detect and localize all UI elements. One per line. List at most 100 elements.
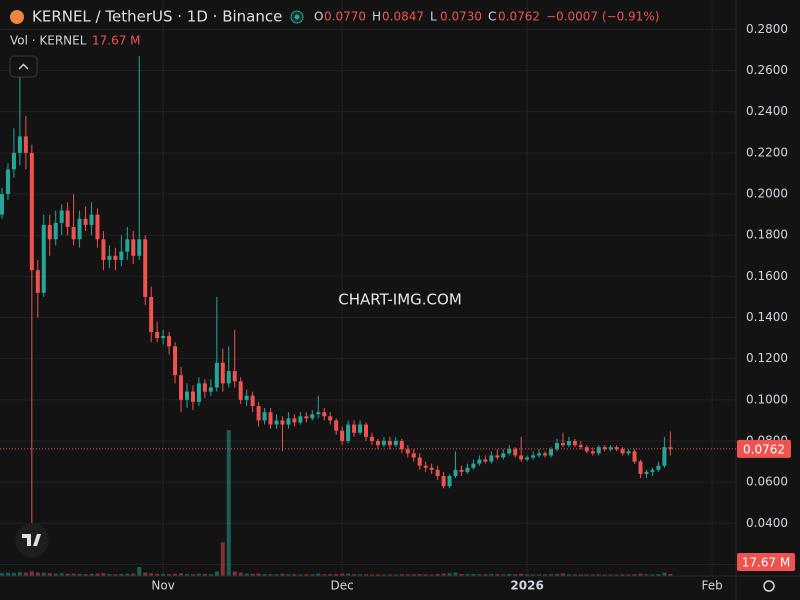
candle-body	[399, 441, 404, 450]
volume-bar	[280, 573, 285, 576]
candle-body	[298, 416, 303, 423]
volume-bar	[584, 574, 589, 576]
volume-bar	[411, 574, 416, 576]
volume-bar	[232, 571, 237, 576]
volume-bar	[0, 573, 4, 576]
candle-body	[0, 194, 4, 215]
volume-bar	[507, 573, 512, 576]
volume-bar	[35, 572, 40, 576]
y-tick-label: 0.0400	[746, 516, 788, 530]
volume-bar	[220, 542, 225, 576]
ohlc-change: −0.0007 (−0.91%)	[546, 10, 659, 24]
candle-body	[107, 255, 112, 260]
candle-body	[537, 453, 542, 456]
volume-bar	[23, 572, 28, 576]
candle-body	[501, 453, 506, 458]
y-tick-label: 0.2200	[746, 145, 788, 159]
volume-bar	[423, 574, 428, 576]
watermark: CHART-IMG.COM	[338, 291, 462, 309]
candle-body	[590, 451, 595, 454]
x-tick-label: Dec	[331, 579, 354, 593]
candle-body	[381, 441, 386, 446]
candle-body	[435, 469, 440, 476]
volume-bar	[471, 573, 476, 576]
candle-body	[447, 475, 452, 487]
volume-label: 17.67 M	[742, 556, 791, 570]
volume-bar	[668, 574, 673, 576]
ohlc-key: C	[488, 10, 496, 24]
volume-bar	[256, 573, 261, 576]
volume-bar	[614, 574, 619, 576]
ohlc-value: 0.0770	[324, 10, 366, 24]
candle-body	[387, 441, 392, 446]
ohlc-value: 0.0762	[498, 10, 540, 24]
y-tick-label: 0.1000	[746, 392, 788, 406]
grid	[0, 0, 736, 576]
candle-body	[274, 420, 279, 425]
settings-icon[interactable]	[763, 580, 775, 592]
volume-bar	[208, 574, 213, 576]
volume-bar	[429, 574, 434, 576]
volume-bar	[226, 430, 231, 576]
candle-body	[149, 296, 154, 332]
candle-body	[340, 430, 345, 442]
candle-body	[364, 424, 369, 437]
candle-body	[608, 447, 613, 450]
collapse-button[interactable]	[9, 55, 38, 78]
x-tick-label: 2026	[510, 579, 543, 593]
candle-body	[489, 455, 494, 462]
candle-body	[155, 331, 160, 339]
candle-body	[453, 469, 458, 476]
candle-body	[35, 270, 40, 293]
candle-body	[202, 383, 207, 392]
ohlc-key: O	[314, 10, 323, 24]
candle-body	[578, 445, 583, 448]
candle-body	[53, 222, 58, 240]
volume-bar	[41, 572, 46, 576]
volume-bar	[602, 574, 607, 576]
candle-body	[29, 152, 34, 271]
candle-body	[584, 447, 589, 452]
volume-bar	[560, 573, 565, 576]
volume-bar	[543, 574, 548, 576]
y-tick-label: 0.1200	[746, 351, 788, 365]
candle-body	[614, 447, 619, 450]
candle-body	[513, 449, 518, 456]
candle-body	[286, 418, 291, 425]
y-tick-label: 0.1600	[746, 269, 788, 283]
volume-bar	[656, 574, 661, 576]
volume-bar	[137, 567, 142, 576]
candle-body	[483, 459, 488, 462]
volume-bar	[107, 573, 112, 576]
volume-bar	[578, 574, 583, 576]
volume-bar	[334, 573, 339, 576]
volume-bar	[11, 572, 16, 576]
ohlc-value: 0.0847	[382, 10, 424, 24]
price-label-bg	[737, 439, 791, 458]
candle-body	[65, 210, 70, 227]
candle-body	[465, 467, 470, 472]
volume-bar	[453, 572, 458, 576]
candle-body	[119, 251, 124, 260]
candle-body	[196, 383, 201, 402]
volume-bar	[274, 574, 279, 576]
candle-body	[173, 346, 178, 376]
volume-bar	[47, 573, 52, 576]
candle-body	[429, 467, 434, 470]
volume-bar	[113, 574, 118, 576]
candle-body	[214, 362, 219, 388]
volume-bar	[459, 573, 464, 576]
candle-body	[411, 453, 416, 458]
volume-label-bg	[737, 553, 795, 572]
volume-bar	[358, 574, 363, 576]
volume-bar	[650, 574, 655, 576]
tv-logo-bg	[15, 523, 49, 557]
volume-bar	[161, 573, 166, 576]
volume-bar	[53, 573, 58, 576]
volume-bar	[173, 573, 178, 576]
volume-bar	[125, 573, 130, 576]
candle-body	[572, 441, 577, 446]
candle-body	[650, 469, 655, 472]
